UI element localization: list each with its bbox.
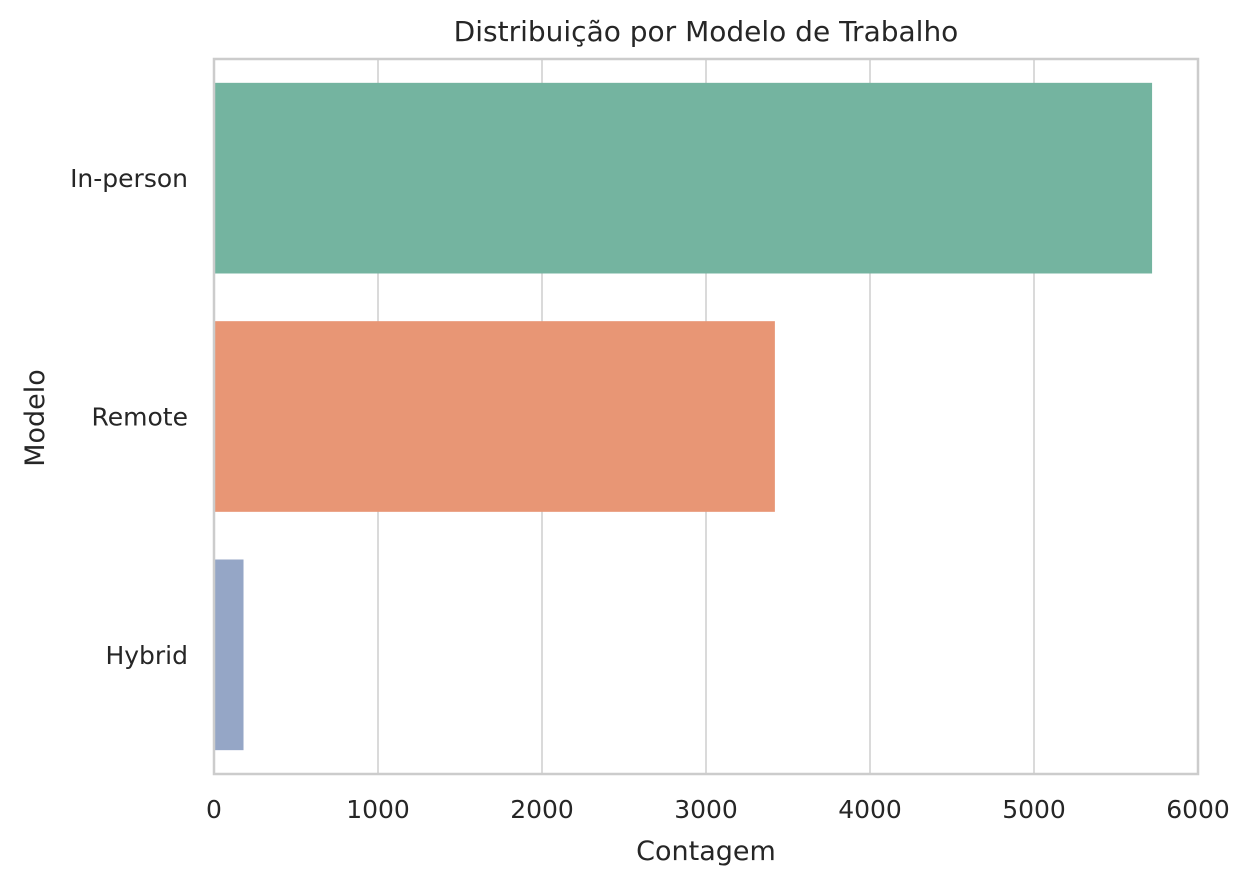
x-tick-label: 6000 xyxy=(1166,795,1230,824)
bars xyxy=(214,82,1153,751)
x-axis-label: Contagem xyxy=(636,836,776,867)
y-axis-label: Modelo xyxy=(20,369,51,467)
x-tick-label: 2000 xyxy=(510,795,574,824)
y-tick-label: In-person xyxy=(70,164,188,193)
x-tick-label: 4000 xyxy=(838,795,902,824)
x-tick-label: 0 xyxy=(206,795,222,824)
x-tick-label: 3000 xyxy=(674,795,738,824)
y-tick-label: Hybrid xyxy=(105,641,188,670)
plot-frame xyxy=(212,57,1200,776)
x-tick-labels: 0 1000 2000 3000 4000 5000 6000 xyxy=(206,795,1230,824)
bar-in-person xyxy=(214,82,1153,274)
chart-title: Distribuição por Modelo de Trabalho xyxy=(454,15,959,48)
y-tick-labels: In-person Remote Hybrid xyxy=(70,164,188,670)
x-tick-label: 5000 xyxy=(1002,795,1066,824)
y-tick-label: Remote xyxy=(92,403,188,432)
bar-remote xyxy=(214,321,775,512)
bar-hybrid xyxy=(214,559,244,751)
x-tick-label: 1000 xyxy=(346,795,410,824)
